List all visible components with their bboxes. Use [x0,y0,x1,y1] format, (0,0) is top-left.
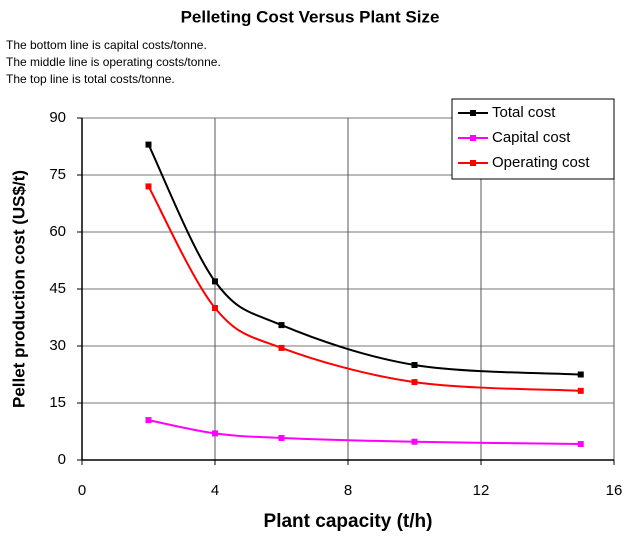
point-marker [212,278,218,285]
legend-marker [470,110,476,116]
point-marker [278,344,285,351]
y-tick-label: 75 [49,166,66,183]
point-marker [577,441,584,448]
legend-label: Capital cost [492,129,571,146]
annotation: The bottom line is capital costs/tonne. [6,38,207,52]
y-tick-label: 0 [58,451,66,468]
x-tick-label: 0 [78,482,86,499]
point-marker [278,434,285,441]
point-marker [411,379,418,386]
legend-marker [470,135,476,141]
point-marker [212,305,218,311]
x-tick-label: 8 [344,482,352,499]
y-tick-label: 90 [49,109,66,126]
point-marker [411,438,418,445]
legend-marker [470,160,476,166]
y-tick-label: 15 [49,394,66,411]
legend-label: Total cost [492,104,556,121]
point-marker [145,183,152,190]
annotation: The middle line is operating costs/tonne… [6,55,221,69]
point-marker [411,362,418,368]
point-marker [145,417,152,424]
annotation: The top line is total costs/tonne. [6,72,175,86]
y-tick-label: 30 [49,337,66,354]
point-marker [577,387,584,394]
y-tick-label: 60 [49,223,66,240]
y-axis-label: Pellet production cost (US$/t) [9,170,28,408]
x-tick-label: 12 [473,482,490,499]
point-marker [212,430,218,437]
point-marker [278,322,285,329]
point-marker [577,371,584,378]
x-axis-label: Plant capacity (t/h) [264,511,433,532]
series-line [147,185,581,392]
series-line [148,419,581,446]
chart-title: Pelleting Cost Versus Plant Size [181,7,440,26]
legend-label: Operating cost [492,154,590,171]
x-tick-label: 16 [606,482,623,499]
y-tick-label: 45 [49,280,66,297]
x-tick-label: 4 [211,482,219,499]
point-marker [145,141,152,148]
